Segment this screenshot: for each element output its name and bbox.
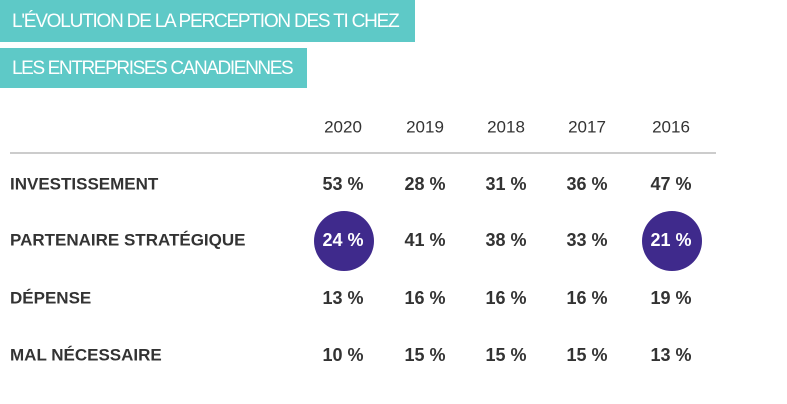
cell-value: 13 % bbox=[322, 288, 363, 308]
cell-value: 16 % bbox=[485, 288, 526, 308]
cell-value: 47 % bbox=[650, 174, 691, 194]
title-line: L'ÉVOLUTION DE LA PERCEPTION DES TI CHEZ bbox=[12, 11, 400, 32]
cell-value: 15 % bbox=[485, 345, 526, 365]
column-header: 2020 bbox=[324, 117, 362, 136]
highlight-circle bbox=[642, 211, 702, 271]
cell-value: 53 % bbox=[322, 174, 363, 194]
column-header: 2019 bbox=[406, 117, 444, 136]
cell-value: 31 % bbox=[485, 174, 526, 194]
title-line: LES ENTREPRISES CANADIENNES bbox=[12, 58, 294, 79]
column-header: 2018 bbox=[487, 117, 525, 136]
row-label: INVESTISSEMENT bbox=[10, 174, 159, 193]
cell-value: 19 % bbox=[650, 288, 691, 308]
row-label: PARTENAIRE STRATÉGIQUE bbox=[10, 230, 246, 249]
title-box bbox=[0, 0, 415, 42]
highlight-circle bbox=[314, 211, 374, 271]
cell-value: 10 % bbox=[322, 345, 363, 365]
column-header: 2017 bbox=[568, 117, 606, 136]
row-label: DÉPENSE bbox=[10, 288, 91, 307]
column-header: 2016 bbox=[652, 117, 690, 136]
cell-value: 13 % bbox=[650, 345, 691, 365]
title-box bbox=[0, 48, 307, 88]
cell-value: 41 % bbox=[404, 230, 445, 250]
cell-value: 28 % bbox=[404, 174, 445, 194]
cell-value: 16 % bbox=[566, 288, 607, 308]
cell-value: 24 % bbox=[322, 230, 363, 250]
cell-value: 16 % bbox=[404, 288, 445, 308]
cell-value: 33 % bbox=[566, 230, 607, 250]
cell-value: 15 % bbox=[566, 345, 607, 365]
cell-value: 21 % bbox=[650, 230, 691, 250]
row-label: MAL NÉCESSAIRE bbox=[10, 345, 162, 364]
cell-value: 38 % bbox=[485, 230, 526, 250]
cell-value: 36 % bbox=[566, 174, 607, 194]
cell-value: 15 % bbox=[404, 345, 445, 365]
